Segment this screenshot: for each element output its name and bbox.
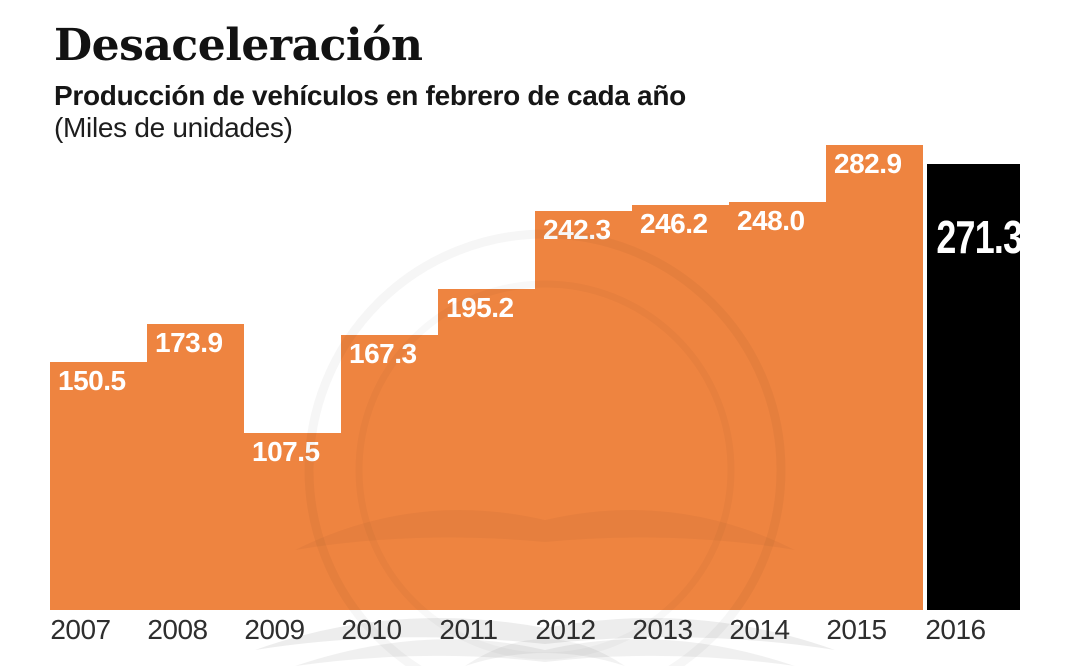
axis-label-2009: 2009 bbox=[244, 614, 305, 645]
bar-value-label-2007: 150.5 bbox=[58, 365, 126, 396]
bar-2016: 271.3 bbox=[927, 164, 1023, 610]
axis-label-2008: 2008 bbox=[147, 614, 208, 645]
axis-label-2014: 2014 bbox=[729, 614, 790, 645]
axis-label-2012: 2012 bbox=[535, 614, 596, 645]
axis-label-2010: 2010 bbox=[341, 614, 402, 645]
unit-note: (Miles de unidades) bbox=[54, 112, 293, 144]
axis-labels: 2007 2008 2009 2010 2011 2012 2013 2014 2015 2016 bbox=[32, 614, 1002, 646]
bar-2015: 282.9 bbox=[826, 145, 923, 610]
axis-label-2013: 2013 bbox=[632, 614, 693, 645]
bar-value-label-2009: 107.5 bbox=[252, 436, 320, 467]
axis-label-2015: 2015 bbox=[826, 614, 887, 645]
bar-2011: 195.2 bbox=[438, 289, 535, 610]
bar-2009: 107.5 bbox=[244, 433, 341, 610]
bar-group: 150.5 173.9 107.5 167.3 195.2 242.3 246.2 248.0… bbox=[50, 140, 1030, 610]
bar-value-label-2011: 195.2 bbox=[446, 292, 514, 323]
bar-value-label-2016: 271.3 bbox=[936, 211, 1023, 263]
chart-title: Desaceleración bbox=[54, 20, 423, 71]
bar-value-label-2008: 173.9 bbox=[155, 327, 223, 358]
bar-value-label-2014: 248.0 bbox=[737, 205, 805, 236]
axis-label-2007: 2007 bbox=[50, 614, 111, 645]
bar-2013: 246.2 bbox=[632, 205, 729, 610]
bar-2008: 173.9 bbox=[147, 324, 244, 610]
bar-2014: 248.0 bbox=[729, 202, 826, 610]
bar-value-label-2015: 282.9 bbox=[834, 148, 902, 179]
axis-label-2011: 2011 bbox=[439, 614, 498, 645]
axis-label-2016: 2016 bbox=[925, 614, 986, 645]
bar-value-label-2010: 167.3 bbox=[349, 338, 417, 369]
bar-2007: 150.5 bbox=[50, 362, 147, 610]
bar-2010: 167.3 bbox=[341, 335, 438, 610]
bar-value-label-2012: 242.3 bbox=[543, 214, 611, 245]
chart-subtitle: Producción de vehículos en febrero de ca… bbox=[54, 80, 686, 111]
chart-header: Desaceleración Producción de vehículos e… bbox=[54, 24, 686, 143]
bar-value-label-2013: 246.2 bbox=[640, 208, 708, 239]
bar-2012: 242.3 bbox=[535, 211, 632, 610]
